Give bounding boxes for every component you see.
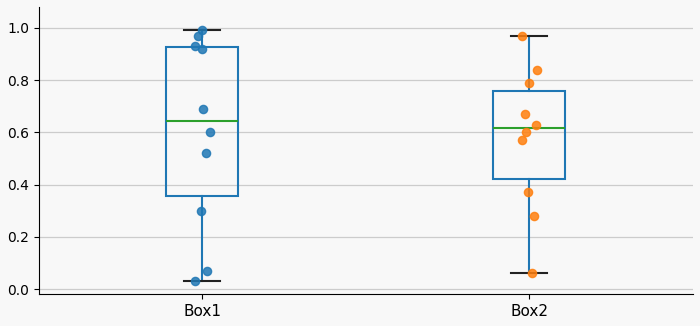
Point <box>522 190 533 195</box>
Point <box>528 213 540 218</box>
Point <box>196 208 207 213</box>
Point <box>197 106 209 111</box>
Point <box>197 28 208 33</box>
Point <box>527 271 538 276</box>
Point <box>517 138 528 143</box>
Point <box>200 151 211 156</box>
Point <box>519 111 531 117</box>
Point <box>197 46 208 52</box>
Point <box>531 122 542 127</box>
Point <box>516 33 527 38</box>
Point <box>523 80 534 85</box>
Point <box>520 130 531 135</box>
Point <box>190 44 201 49</box>
Point <box>204 130 216 135</box>
Point <box>531 67 542 72</box>
Point <box>190 279 201 284</box>
Point <box>201 268 212 274</box>
Point <box>193 33 204 38</box>
